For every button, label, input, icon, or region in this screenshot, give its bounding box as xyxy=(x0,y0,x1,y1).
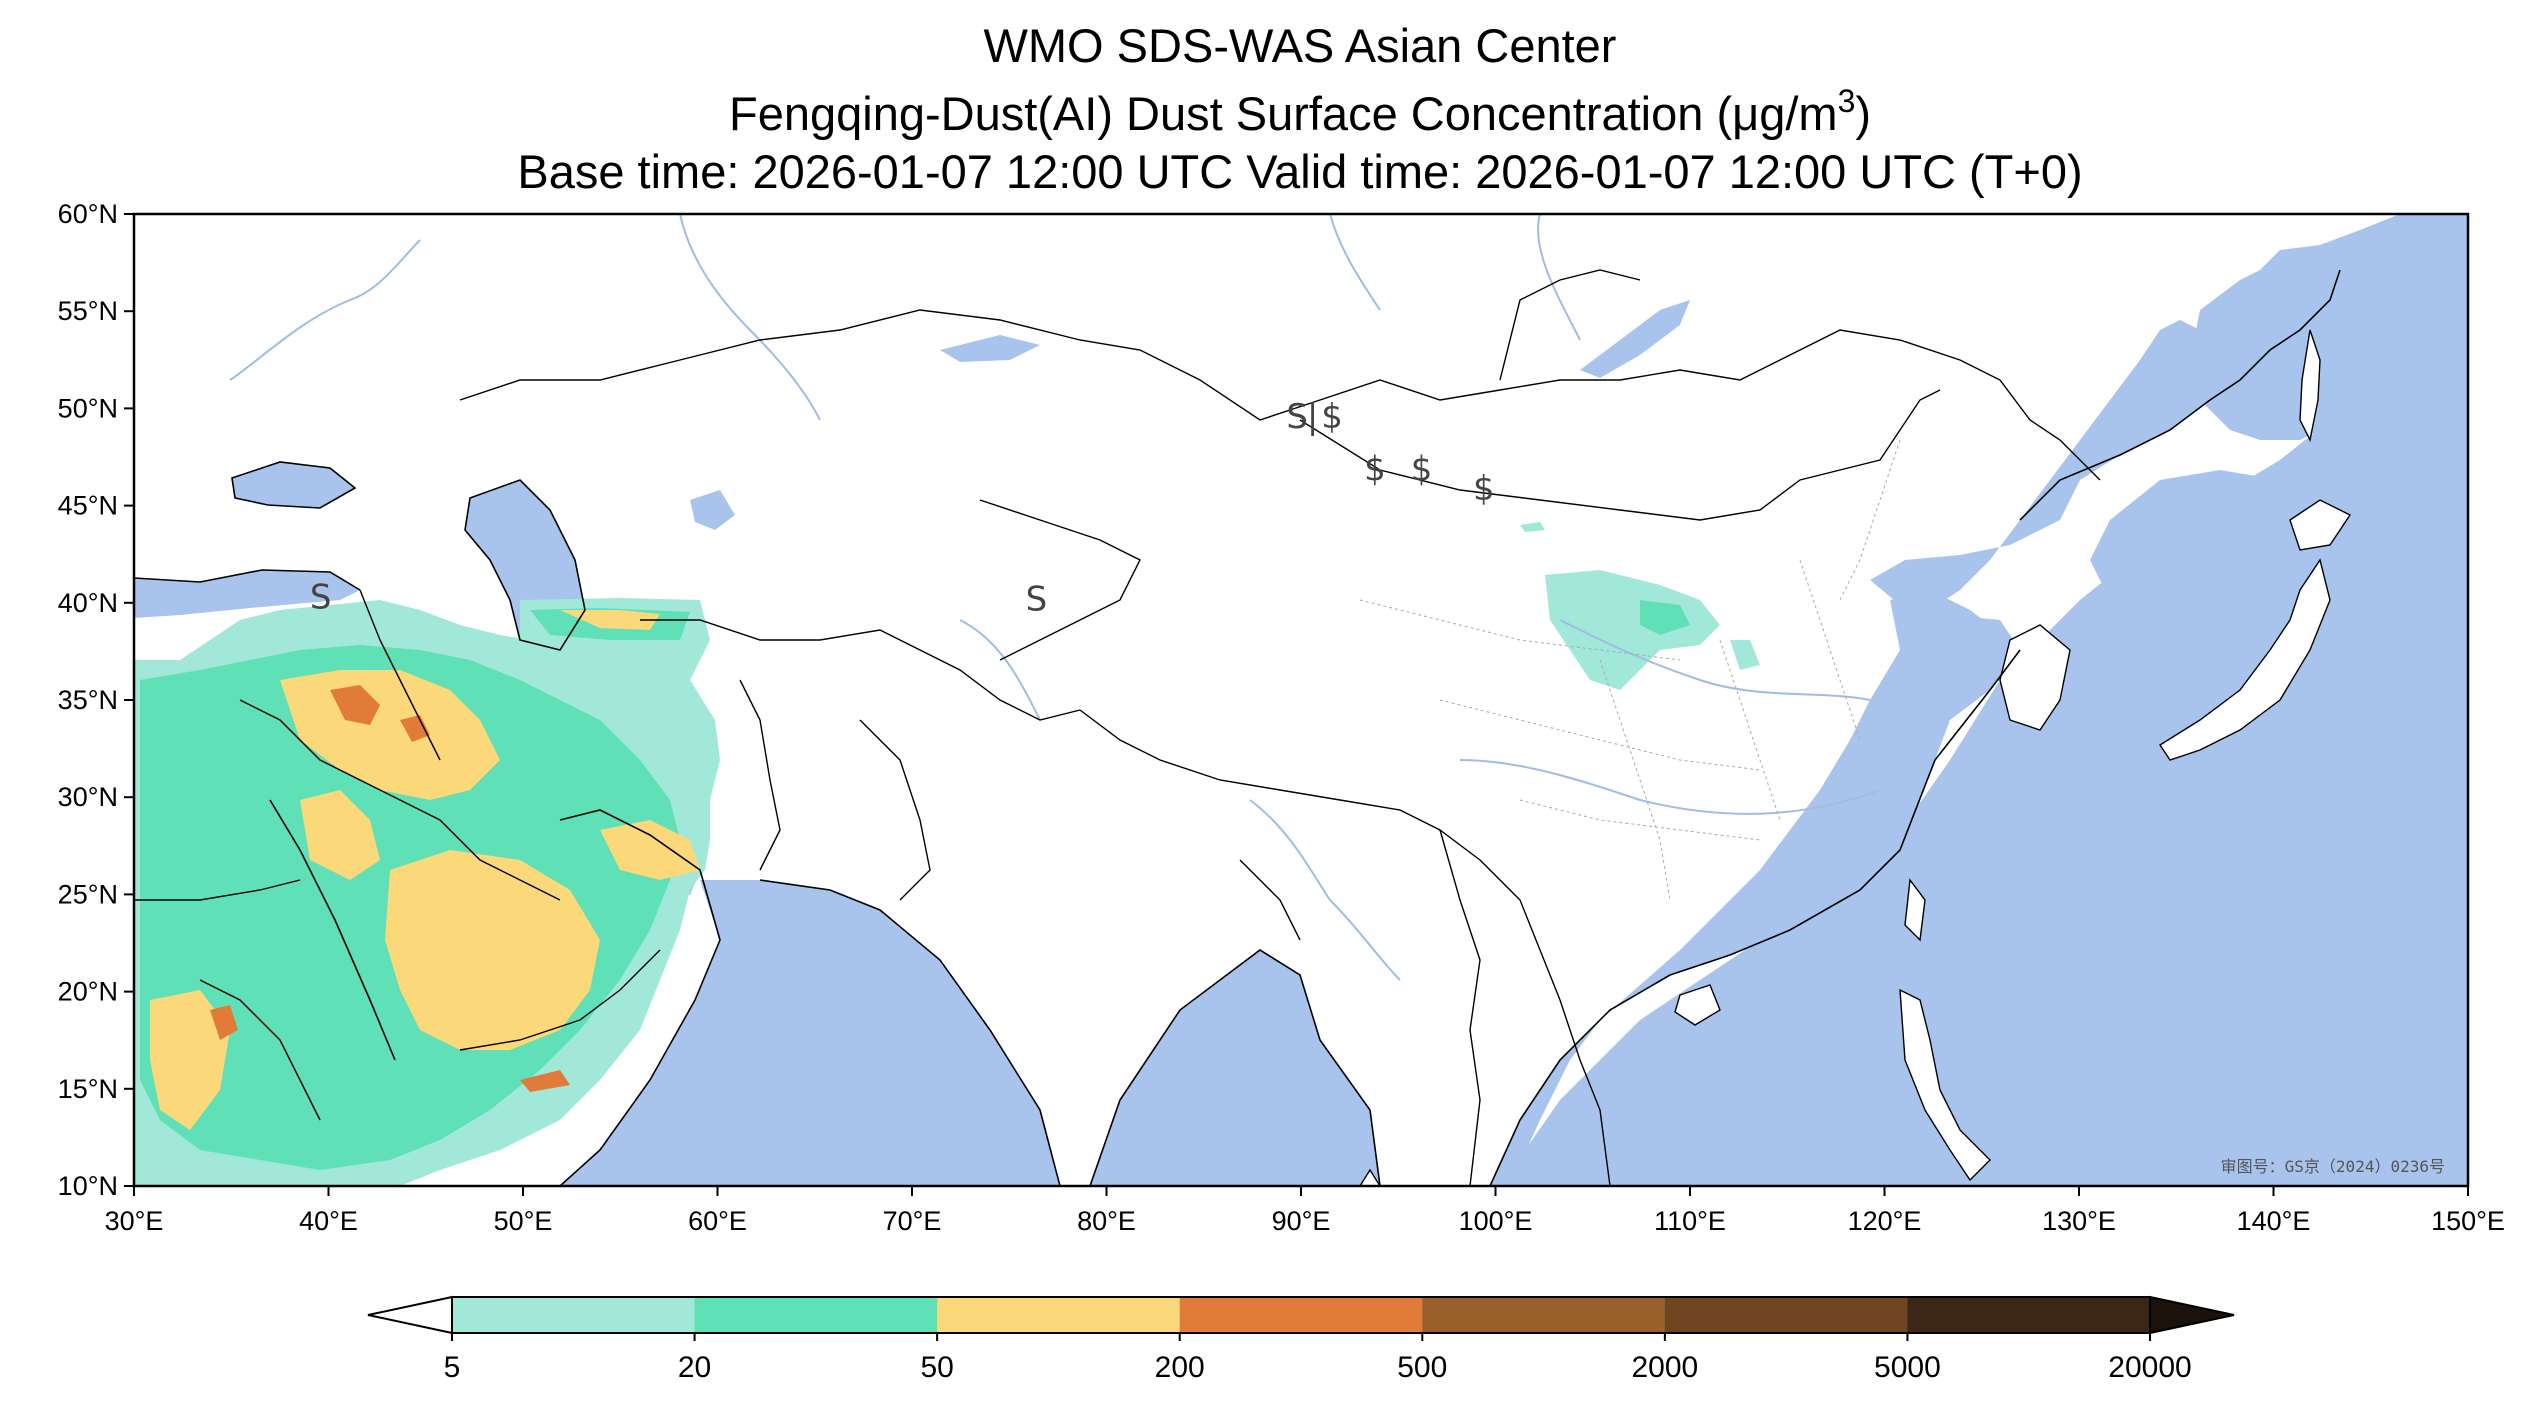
colorbar-tick-label: 2000 xyxy=(1631,1351,1698,1384)
lon-tick-label: 120°E xyxy=(1848,1206,1922,1236)
lat-tick-label: 50°N xyxy=(58,393,118,423)
colorbar-tick-label: 20 xyxy=(678,1351,711,1384)
colorbar-tick-label: 5000 xyxy=(1874,1351,1941,1384)
colorbar-tick-label: 50 xyxy=(920,1351,953,1384)
dust-storm-markers: S SS | $$ $ $ xyxy=(310,397,1495,620)
lat-tick-label: 45°N xyxy=(58,491,118,521)
colorbar-frame xyxy=(451,1296,2151,1334)
colorbar-segment xyxy=(1664,1297,1908,1333)
colorbar-segment xyxy=(452,1297,696,1333)
lat-tick-label: 35°N xyxy=(58,685,118,715)
title-times: Base time: 2026-01-07 12:00 UTC Valid ti… xyxy=(517,145,2082,198)
colorbar-segment xyxy=(694,1297,938,1333)
lon-tick-label: 80°E xyxy=(1077,1206,1136,1236)
lat-tick-label: 55°N xyxy=(58,296,118,326)
river-layer xyxy=(229,214,1881,981)
dust-storm-marker: S xyxy=(310,578,332,618)
lat-tick-label: 10°N xyxy=(58,1171,118,1201)
colorbar-tick-label: 500 xyxy=(1397,1351,1447,1384)
lat-tick-label: 20°N xyxy=(58,977,118,1007)
dust-storm-marker: S xyxy=(1026,580,1048,620)
colorbar-segment xyxy=(937,1297,1181,1333)
lat-tick-label: 60°N xyxy=(58,199,118,229)
map-approval-number: 审图号：GS京（2024）0236号 xyxy=(2221,1157,2445,1176)
lat-tick-label: 40°N xyxy=(58,588,118,618)
colorbar-segment xyxy=(1179,1297,1423,1333)
lat-tick-label: 25°N xyxy=(58,879,118,909)
lon-tick-label: 30°E xyxy=(105,1206,164,1236)
colorbar-over-extension xyxy=(2149,1295,2235,1335)
lat-tick-label: 15°N xyxy=(58,1074,118,1104)
ocean-layer xyxy=(134,214,2468,1186)
border-layer xyxy=(134,269,2341,1186)
dust-storm-marker: $ xyxy=(1364,449,1386,489)
dust-concentration-layer xyxy=(134,522,1760,1186)
colorbar: 5 20 50 200 500 2000 5000 20000 xyxy=(367,1295,2235,1384)
lon-tick-label: 90°E xyxy=(1272,1206,1331,1236)
lon-tick-label: 100°E xyxy=(1459,1206,1533,1236)
colorbar-under-extension xyxy=(367,1295,453,1335)
dust-storm-marker: $ xyxy=(1473,469,1495,509)
colorbar-tick-label: 200 xyxy=(1155,1351,1205,1384)
lon-tick-label: 40°E xyxy=(299,1206,358,1236)
dust-storm-marker: | xyxy=(1307,397,1318,437)
dust-storm-marker: S xyxy=(1286,397,1308,437)
colorbar-segment xyxy=(1422,1297,1666,1333)
colorbar-segment xyxy=(1907,1297,2151,1333)
dust-storm-marker: $ xyxy=(1411,449,1433,489)
title-product: Fengqing-Dust(AI) Dust Surface Concentra… xyxy=(729,83,1871,140)
title-center: WMO SDS-WAS Asian Center xyxy=(984,19,1617,72)
lon-tick-label: 60°E xyxy=(688,1206,747,1236)
dust-storm-marker: $ xyxy=(1321,397,1343,437)
colorbar-tick-label: 20000 xyxy=(2108,1351,2191,1384)
lon-tick-label: 140°E xyxy=(2237,1206,2311,1236)
island-layer xyxy=(1359,329,2352,1186)
longitude-axis: 30°E 40°E 50°E 60°E 70°E 80°E 90°E 100°E 110°E 12… xyxy=(105,1186,2505,1236)
province-layer xyxy=(1359,439,1901,901)
lon-tick-label: 130°E xyxy=(2042,1206,2116,1236)
lon-tick-label: 110°E xyxy=(1654,1206,1726,1236)
lon-tick-label: 70°E xyxy=(883,1206,942,1236)
latitude-axis: 10°N 15°N 20°N 25°N 30°N 35°N 40°N 45°N 50°N 55°N… xyxy=(58,199,134,1201)
lon-tick-label: 150°E xyxy=(2431,1206,2505,1236)
lat-tick-label: 30°N xyxy=(58,782,118,812)
map-area: S SS | $$ $ $ 审图号：GS京（2024）0236号 xyxy=(134,214,2468,1186)
colorbar-tick-label: 5 xyxy=(444,1351,461,1384)
lon-tick-label: 50°E xyxy=(494,1206,553,1236)
